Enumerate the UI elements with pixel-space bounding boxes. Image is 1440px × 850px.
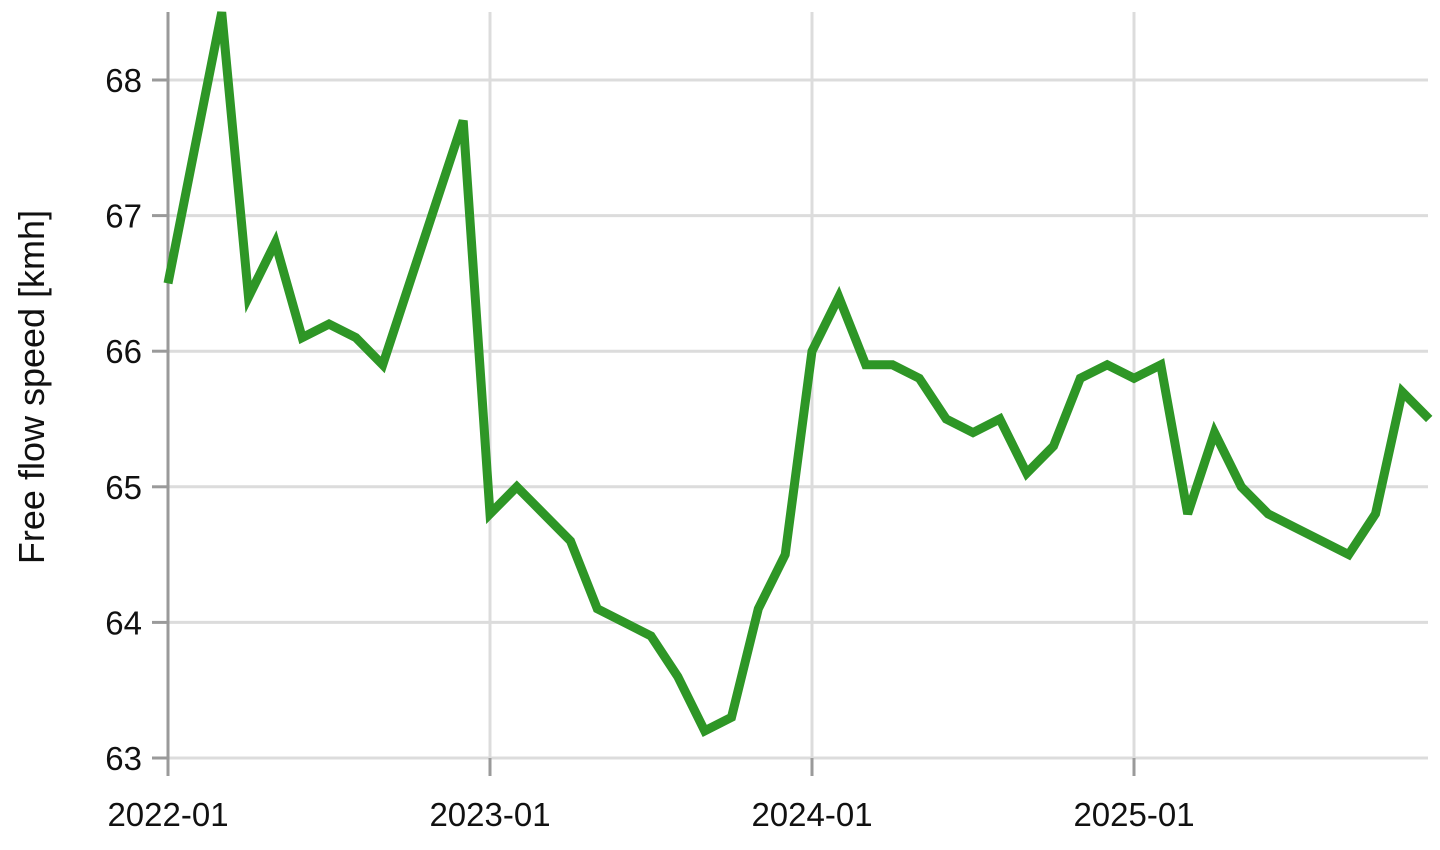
y-tick-label: 63	[105, 740, 142, 777]
y-tick-label: 68	[105, 62, 142, 99]
y-axis-label: Free flow speed [kmh]	[11, 210, 52, 564]
y-tick-label: 66	[105, 333, 142, 370]
x-tick-label: 2024-01	[751, 796, 872, 833]
y-tick-label: 64	[105, 604, 142, 641]
x-tick-label: 2025-01	[1073, 796, 1194, 833]
x-tick-label: 2023-01	[429, 796, 550, 833]
axis-layer: 63 64 65 66 67 68 2022-01 2023-01 2024-01 2025-01	[105, 12, 1195, 833]
x-tick-label: 2022-01	[107, 796, 228, 833]
series-layer	[163, 11, 1433, 737]
grid-layer	[168, 12, 1428, 760]
y-tick-label: 67	[105, 198, 142, 235]
y-tick-label: 65	[105, 469, 142, 506]
series-line	[163, 11, 1433, 737]
